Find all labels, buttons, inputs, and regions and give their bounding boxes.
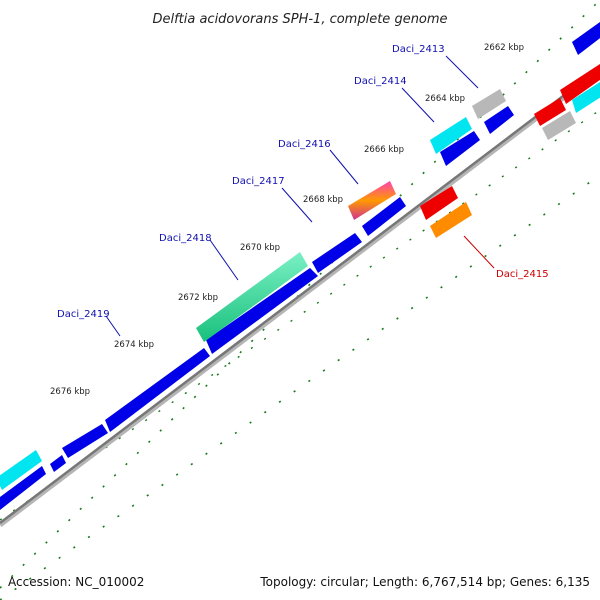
gene-forward[interactable]: [572, 22, 600, 55]
label-leader-red: [463, 235, 495, 269]
feature-highlight-magenta[interactable]: [348, 181, 396, 220]
kbp-label: 2662 kbp: [484, 43, 524, 53]
gene-label-daci-2415[interactable]: Daci_2415: [496, 269, 549, 280]
kbp-label: 2674 kbp: [114, 340, 154, 350]
kbp-label: 2670 kbp: [240, 243, 280, 253]
gene-label-daci-2417[interactable]: Daci_2417: [232, 176, 285, 187]
label-leaders: [105, 55, 479, 337]
gene-forward[interactable]: [312, 233, 362, 273]
genome-backbone: [0, 67, 600, 524]
feature-highlight-green[interactable]: [196, 252, 308, 342]
feature-gray[interactable]: [542, 111, 576, 140]
gene-forward[interactable]: [105, 348, 210, 432]
kbp-label: 2668 kbp: [303, 195, 343, 205]
gene-forward[interactable]: [50, 455, 66, 472]
inner-tick-row-lower: [0, 174, 600, 600]
feature-red[interactable]: [560, 64, 600, 104]
gene-label-daci-2416[interactable]: Daci_2416: [278, 139, 331, 150]
map-title: Delftia acidovorans SPH-1, complete geno…: [152, 12, 447, 27]
kbp-label: 2676 kbp: [50, 387, 90, 397]
gene-forward[interactable]: [440, 131, 480, 166]
feature-cyan[interactable]: [572, 82, 600, 113]
feature-red[interactable]: [420, 186, 458, 220]
gene-label-daci-2413[interactable]: Daci_2413: [392, 44, 445, 55]
gene-forward[interactable]: [362, 197, 406, 236]
kbp-label: 2666 kbp: [364, 145, 404, 155]
gene-forward[interactable]: [0, 466, 46, 510]
gene-forward[interactable]: [62, 424, 108, 458]
feature-cyan[interactable]: [0, 450, 42, 490]
accession-text: Accession: NC_010002: [8, 575, 144, 589]
gene-label-daci-2418[interactable]: Daci_2418: [159, 233, 212, 244]
feature-orange[interactable]: [430, 202, 472, 238]
gene-label-daci-2419[interactable]: Daci_2419: [57, 309, 110, 320]
forward-strand-genes: [0, 22, 600, 510]
kbp-label: 2664 kbp: [425, 94, 465, 104]
feature-red[interactable]: [534, 98, 566, 126]
genome-backbone-shadow: [0, 68, 600, 527]
feature-gray[interactable]: [472, 89, 506, 119]
kbp-label: 2672 kbp: [178, 293, 218, 303]
gene-label-daci-2414[interactable]: Daci_2414: [354, 76, 407, 87]
gene-forward[interactable]: [484, 106, 514, 134]
feature-cyan[interactable]: [430, 117, 472, 154]
gene-forward[interactable]: [206, 268, 318, 354]
genome-summary-text: Topology: circular; Length: 6,767,514 bp…: [259, 575, 590, 589]
